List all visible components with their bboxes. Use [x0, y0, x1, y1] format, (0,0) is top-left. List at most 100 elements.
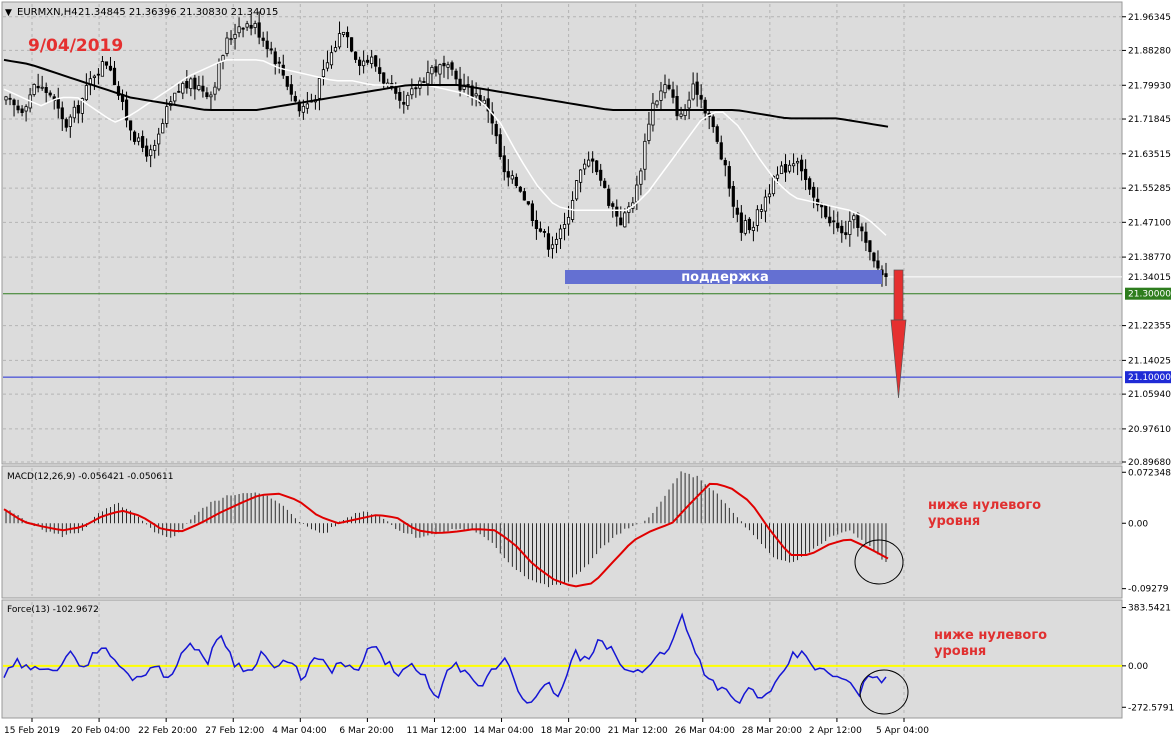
candle-body [619, 217, 623, 226]
candle-body [104, 61, 109, 66]
y-tick-label: 21.71845 [1128, 115, 1171, 125]
candle-body [759, 209, 764, 212]
y-tick-label: 21.38770 [1128, 253, 1171, 263]
candle-body [285, 76, 289, 87]
x-tick-label: 20 Feb 04:00 [71, 726, 130, 736]
candle-body [20, 108, 24, 113]
candle-body [60, 107, 64, 120]
candle-body [876, 260, 880, 269]
y-tick-label: 21.05940 [1128, 390, 1171, 400]
candle-body [197, 85, 201, 90]
candle-body [269, 48, 273, 51]
candle-body [775, 174, 780, 179]
candle-body [719, 142, 723, 160]
candle-body [522, 191, 526, 201]
candle-body [643, 140, 647, 170]
candle-body [478, 94, 482, 104]
candle-body [145, 145, 149, 157]
macd-y-tick-label: 0.072348 [1128, 468, 1171, 478]
x-tick-label: 2 Apr 12:00 [809, 726, 862, 736]
candle-body [828, 216, 832, 224]
candle-body [329, 52, 334, 66]
candle-body [574, 180, 579, 200]
candle-body [422, 81, 426, 83]
candle-body [566, 217, 571, 225]
candle-body [534, 219, 539, 229]
axes: 21.96345 21.88280 21.79930 21.71845 21.63515… [4, 13, 1174, 736]
candle-body [848, 220, 852, 235]
candle-body [763, 196, 768, 212]
candle-body [189, 78, 193, 89]
y-tick-label: 20.97610 [1128, 425, 1171, 435]
candle-body [812, 186, 816, 198]
candle-body [241, 27, 245, 30]
candle-body [209, 94, 213, 98]
macd-note-line2: уровня [928, 514, 980, 529]
candle-body [703, 99, 707, 114]
candle-body [84, 85, 88, 101]
y-tick-label: 21.47100 [1128, 218, 1171, 228]
candle-body [410, 88, 414, 96]
force-note-line2: уровня [934, 644, 986, 659]
candle-body [289, 84, 293, 95]
candle-body [715, 126, 719, 142]
target-price-tag: 21.10000 [1128, 373, 1171, 383]
force-series [3, 612, 1122, 705]
candle-body [185, 81, 189, 89]
candle-body [345, 32, 350, 38]
candle-body [502, 155, 506, 173]
candle-body [36, 85, 40, 89]
candle-body [530, 203, 534, 221]
candle-body [64, 119, 68, 128]
candle-body [112, 67, 117, 86]
candle-body [840, 225, 844, 234]
macd-panel [1, 465, 1123, 599]
candle-body [68, 116, 72, 127]
ma-slow-line [3, 58, 889, 128]
candle-body [743, 220, 747, 234]
y-tick-label: 21.79930 [1128, 81, 1171, 91]
candle-body [92, 75, 97, 78]
candle-body [679, 113, 683, 117]
candle-body [514, 176, 518, 186]
candle-body [542, 231, 547, 233]
candle-body [217, 62, 221, 90]
candle-body [791, 163, 796, 167]
candle-body [414, 87, 418, 90]
candle-body [374, 55, 378, 67]
candle-body [595, 160, 599, 173]
candle-body [727, 166, 731, 189]
candle-body [771, 176, 776, 195]
candle-body [257, 22, 261, 38]
candle-body [12, 99, 16, 106]
candle-body [751, 226, 755, 231]
x-tick-label: 5 Apr 04:00 [876, 726, 929, 736]
support-label: поддержка [681, 270, 769, 285]
candle-body [237, 26, 241, 34]
candle-body [735, 207, 739, 215]
y-tick-label: 21.88280 [1128, 46, 1171, 56]
candle-body [362, 60, 366, 67]
y-tick-label: 21.96345 [1128, 13, 1171, 23]
candle-body [490, 111, 494, 124]
candle-body [434, 66, 438, 73]
force-circle [859, 669, 909, 715]
candle-body [358, 59, 362, 66]
candle-body [48, 92, 52, 96]
candle-body [273, 51, 277, 65]
candle-body [824, 204, 828, 218]
x-tick-label: 28 Mar 20:00 [742, 726, 802, 736]
candle-body [591, 158, 595, 162]
candle-body [56, 98, 60, 109]
candle-body [795, 161, 800, 164]
x-tick-label: 21 Mar 12:00 [608, 726, 668, 736]
candle-body [695, 81, 699, 95]
collapse-arrow-icon[interactable]: ▼ [5, 8, 12, 18]
force-note-line1: ниже нулевого [934, 628, 1047, 643]
candle-body [832, 220, 836, 223]
candle-body [603, 180, 607, 188]
candle-body [872, 252, 876, 262]
force-line [3, 612, 887, 705]
candle-body [607, 188, 611, 206]
